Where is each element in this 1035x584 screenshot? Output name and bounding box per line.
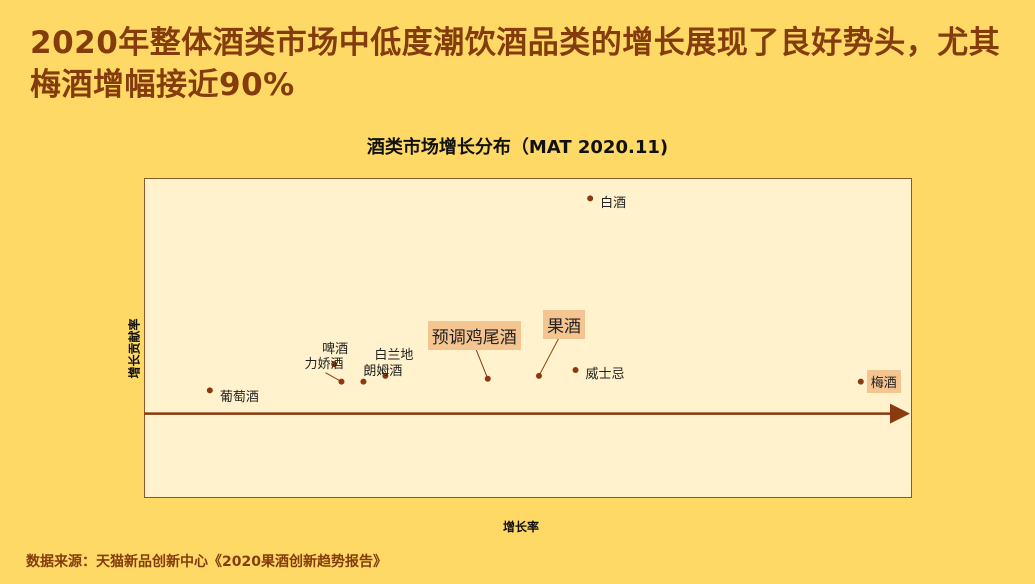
point-label: 梅酒 bbox=[866, 369, 901, 393]
data-point bbox=[857, 378, 864, 385]
point-label: 预调鸡尾酒 bbox=[427, 320, 521, 350]
leader-line bbox=[325, 372, 342, 383]
source-note: 数据来源：天猫新品创新中心《2020果酒创新趋势报告》 bbox=[26, 554, 387, 570]
point-label: 啤酒 bbox=[322, 342, 349, 358]
headline: 2020年整体酒类市场中低度潮饮酒品类的增长展现了良好势头，尤其梅酒增幅接近90… bbox=[30, 25, 1001, 103]
plot-area bbox=[144, 178, 912, 498]
data-point bbox=[572, 367, 579, 373]
point-label: 果酒 bbox=[542, 309, 585, 339]
point-label: 威士忌 bbox=[585, 367, 625, 382]
data-point bbox=[360, 378, 367, 385]
data-point bbox=[587, 195, 594, 202]
leader-line bbox=[380, 369, 386, 377]
x-axis-label: 增长率 bbox=[503, 520, 540, 534]
point-label: 葡萄酒 bbox=[219, 390, 259, 406]
point-label: 力娇酒 bbox=[304, 356, 344, 372]
chart-title: 酒类市场增长分布（MAT 2020.11) bbox=[366, 137, 669, 158]
leader-line bbox=[538, 337, 560, 377]
point-label: 朗姆酒 bbox=[363, 363, 403, 379]
leader-line bbox=[475, 348, 489, 379]
data-point bbox=[331, 361, 338, 368]
y-axis-label: 增长贡献率 bbox=[127, 318, 142, 379]
data-point bbox=[206, 387, 213, 394]
point-label: 白兰地 bbox=[374, 347, 414, 363]
point-label: 白酒 bbox=[600, 196, 627, 212]
